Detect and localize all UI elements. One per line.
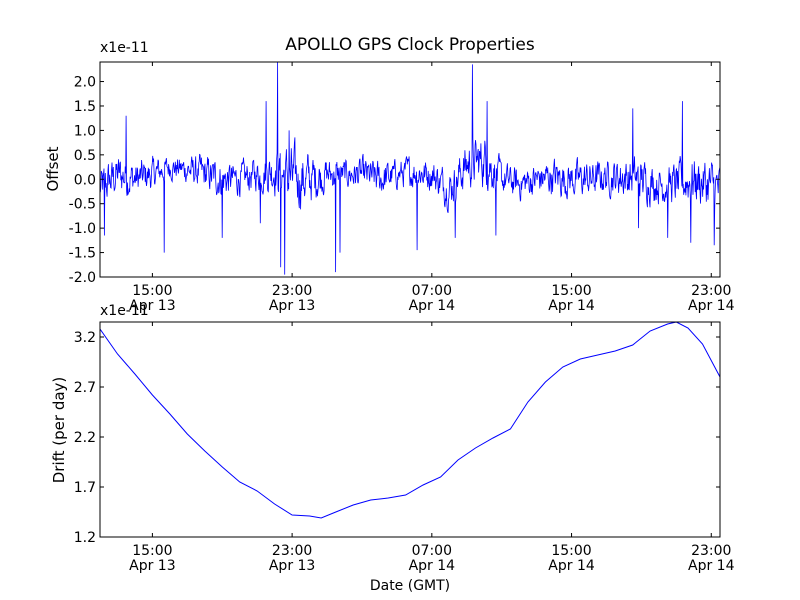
- offset-x-tick-time-label: 23:00: [691, 283, 731, 299]
- drift-multiplier-label: x1e-11: [100, 303, 149, 319]
- drift-x-tick-time-label: 23:00: [691, 543, 731, 559]
- offset-x-tick-date-label: Apr 14: [409, 298, 456, 314]
- drift-x-tick-date-label: Apr 13: [129, 558, 175, 574]
- offset-y-tick-label: 2.0: [74, 75, 96, 91]
- drift-series-line: [100, 322, 720, 519]
- offset-y-tick-label: 0.0: [74, 172, 96, 188]
- offset-y-tick-label: 1.0: [74, 123, 96, 139]
- offset-ylabel: Offset: [44, 146, 62, 191]
- offset-x-tick-date-label: Apr 14: [548, 298, 595, 314]
- offset-x-tick-date-label: Apr 14: [688, 298, 735, 314]
- drift-y-tick-label: 1.2: [74, 530, 96, 546]
- offset-y-tick-label: -1.5: [69, 246, 96, 262]
- offset-panel: x1e-11 Offset -2.0 -1.5 -1.0 -0.5 0.0 0.5 1.0 1…: [44, 40, 735, 314]
- drift-panel: x1e-11 Drift (per day) 1.2 1.7 2.2 2.7 3.2 15…: [50, 303, 735, 574]
- offset-series-line: [100, 62, 720, 275]
- drift-x-tick-time-label: 15:00: [551, 543, 591, 559]
- offset-y-tick-label: 0.5: [74, 148, 96, 164]
- offset-x-tick-time-label: 15:00: [551, 283, 591, 299]
- offset-axes-frame: [99, 61, 721, 278]
- offset-x-tick-time-label: 23:00: [272, 283, 312, 299]
- drift-x-tick-time-label: 15:00: [132, 543, 172, 559]
- drift-x-tick-time-label: 07:00: [412, 543, 452, 559]
- x-axis-label: Date (GMT): [370, 578, 450, 594]
- drift-axes-frame: [99, 321, 721, 538]
- drift-x-tick-date-label: Apr 14: [409, 558, 456, 574]
- chart-title: APOLLO GPS Clock Properties: [285, 35, 535, 55]
- offset-y-tick-label: -0.5: [69, 197, 96, 213]
- offset-y-tick-label: -2.0: [69, 270, 96, 286]
- drift-y-tick-label: 1.7: [74, 480, 96, 496]
- offset-y-tick-label: 1.5: [74, 99, 96, 115]
- drift-y-tick-label: 3.2: [74, 330, 96, 346]
- drift-y-tick-label: 2.2: [74, 430, 96, 446]
- offset-y-tick-label: -1.0: [69, 221, 96, 237]
- offset-x-tick-date-label: Apr 13: [129, 298, 175, 314]
- drift-x-tick-date-label: Apr 14: [548, 558, 595, 574]
- drift-x-tick-date-label: Apr 14: [688, 558, 735, 574]
- offset-x-tick-date-label: Apr 13: [269, 298, 315, 314]
- drift-y-tick-label: 2.7: [74, 380, 96, 396]
- offset-multiplier-label: x1e-11: [100, 40, 149, 56]
- drift-x-tick-time-label: 23:00: [272, 543, 312, 559]
- offset-x-tick-time-label: 15:00: [132, 283, 172, 299]
- drift-x-tick-date-label: Apr 13: [269, 558, 315, 574]
- offset-x-tick-time-label: 07:00: [412, 283, 452, 299]
- drift-ylabel: Drift (per day): [50, 377, 68, 484]
